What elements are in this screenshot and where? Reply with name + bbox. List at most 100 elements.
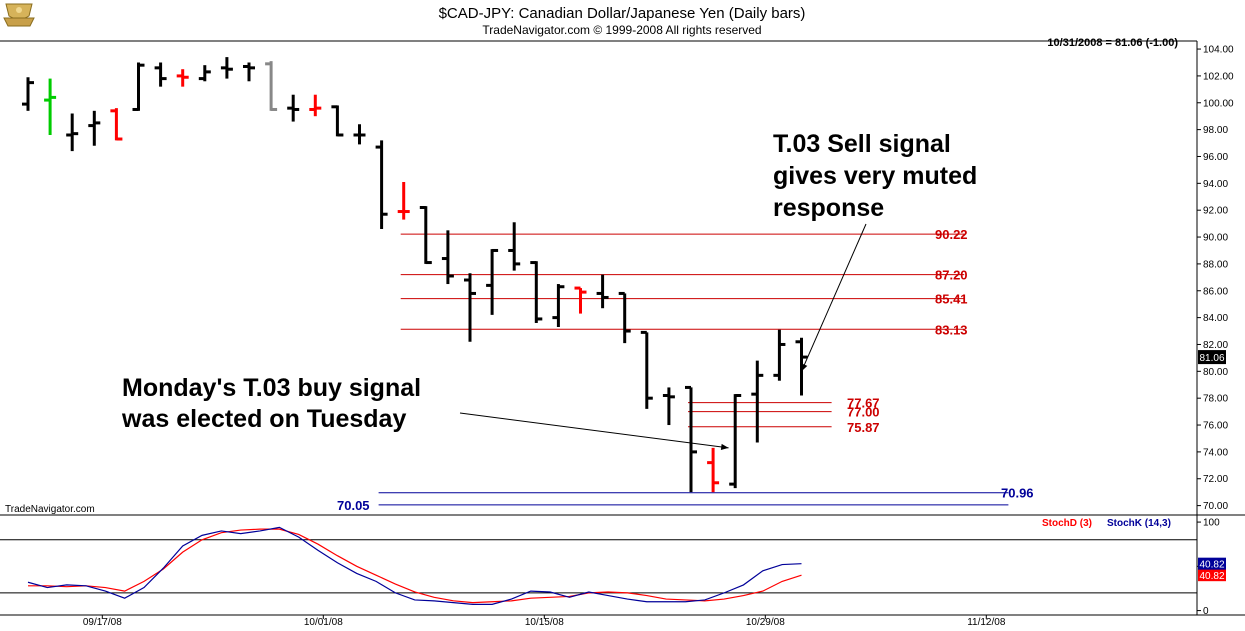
price-tick-label: 94.00 [1203, 179, 1228, 190]
ohlc-bar [88, 110, 101, 146]
ohlc-bar [331, 105, 344, 137]
price-tick-label: 90.00 [1203, 233, 1228, 244]
level-label: 75.87 [847, 420, 880, 435]
ohlc-bar [66, 113, 79, 152]
level-label: 85.41 [935, 292, 968, 307]
ohlc-bar [707, 447, 720, 493]
ohlc-bar [287, 94, 300, 122]
ohlc-bar [640, 330, 653, 409]
date-axis: 09/17/08 10/01/08 10/15/08 10/29/08 11/12/08 [83, 615, 1006, 628]
last-price-box [1198, 350, 1226, 365]
ohlc-bar [618, 291, 631, 344]
price-panel: 70.00 72.00 74.00 76.00 78.00 80.00 82.00 84.00… [0, 40, 1245, 516]
ohlc-bar [22, 77, 34, 111]
ohlc-bar [375, 140, 388, 229]
date-tick-label: 10/15/08 [525, 617, 564, 628]
ohlc-bar [110, 108, 123, 141]
stoch-last-box [1198, 569, 1226, 582]
annotation-arrow [801, 223, 867, 372]
price-tick-label: 82.00 [1203, 340, 1228, 351]
ohlc-bar [596, 274, 609, 309]
price-tick-label: 74.00 [1203, 447, 1228, 458]
ohlc-bar [795, 337, 808, 396]
level-label: 70.96 [1001, 486, 1034, 501]
annotation-arrow [459, 412, 729, 449]
ohlc-bar [574, 286, 587, 314]
stoch-last-label: 40.82 [1199, 571, 1224, 582]
ohlc-bar [773, 329, 786, 381]
ohlc-bar [198, 65, 211, 82]
ohlc-bar [729, 393, 742, 489]
annotation-arrowhead [801, 363, 808, 372]
ohlc-bar [662, 387, 675, 426]
price-tick-label: 78.00 [1203, 394, 1228, 405]
stoch-legend-entry: StochK (14,3) [1107, 518, 1171, 529]
price-tick-label: 102.00 [1203, 71, 1234, 82]
annotation-arrowhead [720, 443, 729, 451]
ohlc-bar [508, 222, 521, 271]
last-bar-readout: 10/31/2008 = 81.06 (-1.00) [1047, 37, 1178, 49]
ohlc-bar [176, 69, 189, 87]
price-tick-label: 98.00 [1203, 125, 1228, 136]
last-price-label: 81.06 [1199, 353, 1224, 364]
last-price-marker: 81.06 [1198, 350, 1226, 365]
price-tick-label: 76.00 [1203, 421, 1228, 432]
stoch-legend-entry: StochD (3) [1042, 518, 1092, 529]
stoch-series-line [27, 526, 802, 605]
price-tick-label: 84.00 [1203, 313, 1228, 324]
level-label: 90.22 [935, 227, 968, 242]
ohlc-bar [486, 248, 499, 315]
ohlc-bar [397, 181, 410, 220]
stoch-tick-label: 100 [1203, 518, 1220, 529]
ohlc-bar [154, 62, 167, 87]
stoch-last-box [1198, 557, 1226, 570]
ohlc-bar [685, 385, 697, 493]
ohlc-bar [751, 360, 764, 443]
date-tick-label: 11/12/08 [967, 617, 1006, 628]
level-label: 87.20 [935, 268, 968, 283]
annotation-text: response [773, 194, 884, 222]
ohlc-bar [530, 261, 543, 323]
price-tick-label: 80.00 [1203, 367, 1228, 378]
stoch-series-line [28, 528, 802, 604]
price-bars [22, 57, 808, 493]
price-tick-label: 96.00 [1203, 152, 1228, 163]
annotation-text: gives very muted [773, 162, 977, 190]
copyright-text: TradeNavigator.com © 1999-2008 All right… [482, 23, 761, 37]
price-tick-label: 88.00 [1203, 259, 1228, 270]
ohlc-bar [265, 61, 278, 111]
stoch-tick-label: 0 [1203, 606, 1209, 617]
price-tick-label: 72.00 [1203, 474, 1228, 485]
ohlc-bar [309, 94, 322, 117]
price-tick-label: 92.00 [1203, 206, 1228, 217]
chart-title: $CAD-JPY: Canadian Dollar/Japanese Yen (… [439, 5, 806, 22]
price-tick-label: 100.00 [1203, 98, 1234, 109]
ohlc-bar [464, 273, 476, 342]
price-tick-label: 104.00 [1203, 45, 1234, 56]
price-tick-label: 86.00 [1203, 286, 1228, 297]
ohlc-bar [243, 62, 255, 82]
watermark-text: TradeNavigator.com [5, 504, 95, 515]
annotations: T.03 Sell signal gives very muted response… [121, 130, 977, 451]
ohlc-bar [353, 124, 366, 145]
level-label: 83.13 [935, 322, 968, 337]
annotation-text: was elected on Tuesday [121, 405, 406, 433]
ohlc-bar [220, 57, 233, 79]
stoch-legend: StochD (3) StochK (14,3) [1042, 518, 1171, 529]
stoch-last-label: 40.82 [1199, 560, 1224, 571]
ohlc-bar [44, 78, 57, 135]
price-tick-label: 70.00 [1203, 501, 1228, 512]
ohlc-bar [552, 284, 565, 328]
date-tick-label: 10/29/08 [746, 617, 785, 628]
annotation-text: T.03 Sell signal [773, 130, 951, 158]
level-label: 77.00 [847, 405, 880, 420]
ohlc-bar [132, 62, 145, 111]
annotation-text: Monday's T.03 buy signal [122, 374, 421, 402]
ohlc-bar [419, 206, 432, 265]
date-tick-label: 09/17/08 [83, 617, 122, 628]
ohlc-bar [441, 230, 454, 285]
